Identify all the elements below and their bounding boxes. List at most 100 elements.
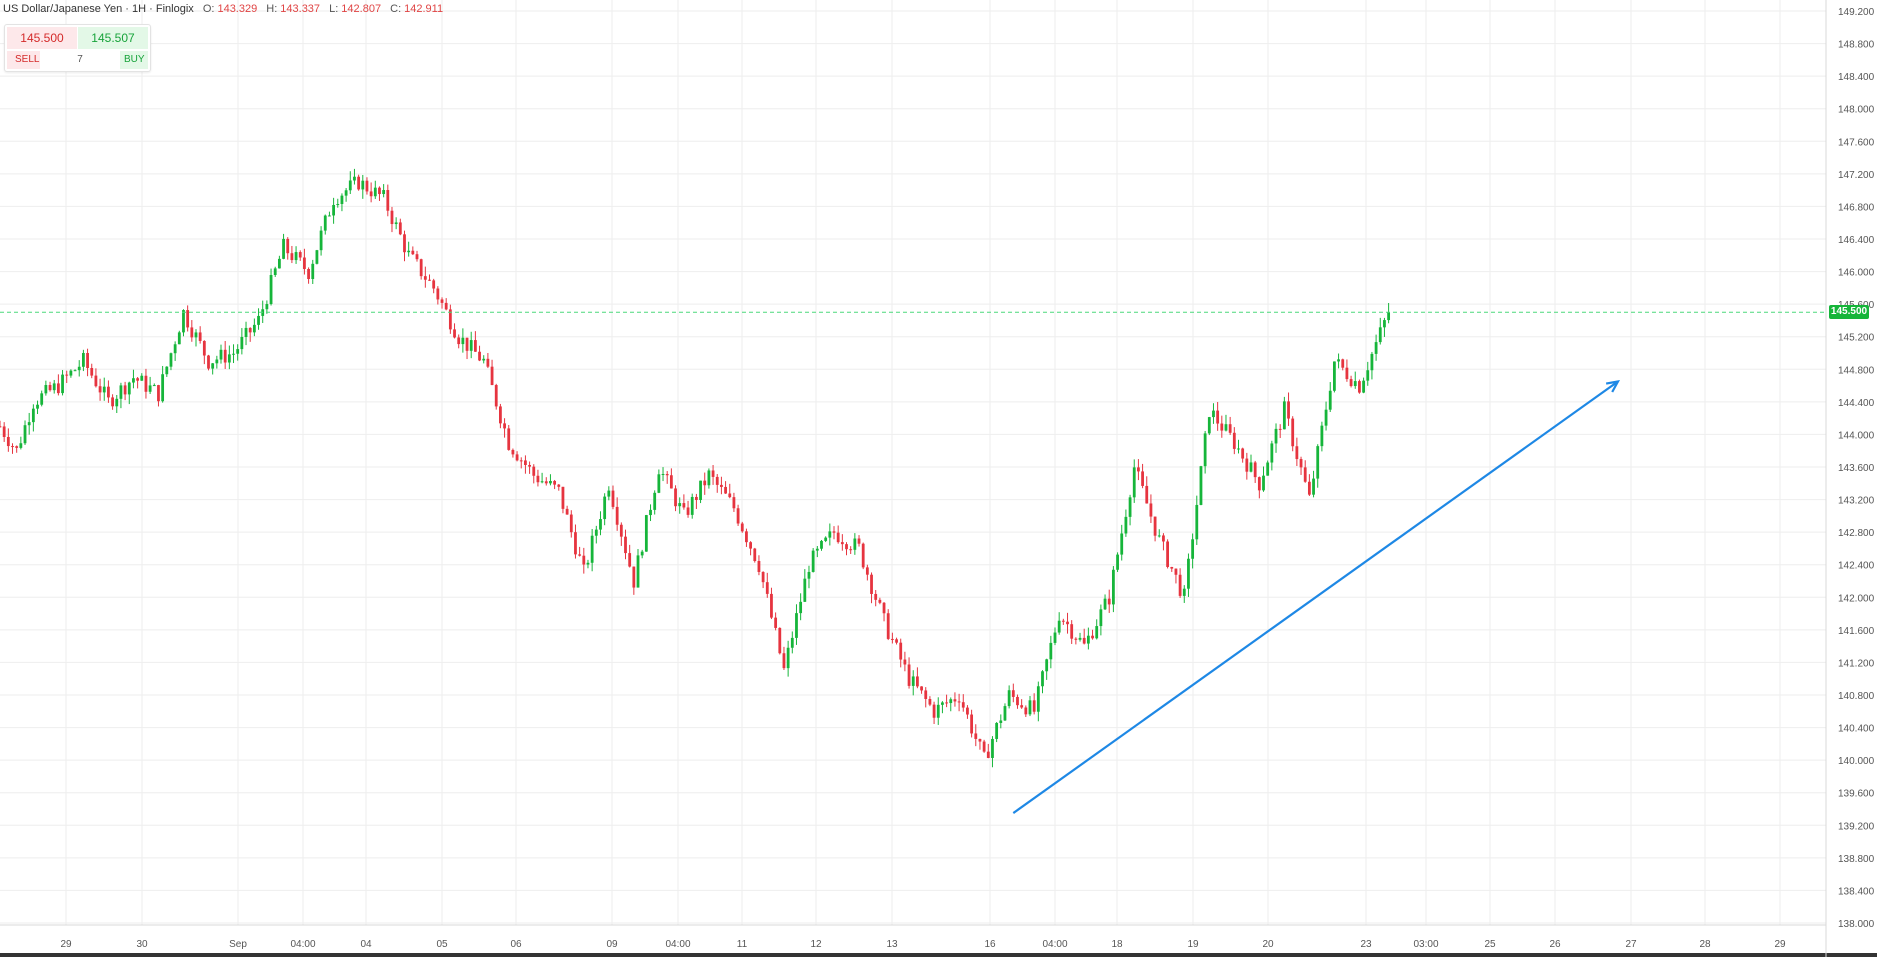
candle-up <box>140 375 144 381</box>
candle-up <box>1249 462 1253 472</box>
candle-up <box>82 352 85 367</box>
y-tick-label: 148.400 <box>1838 72 1875 83</box>
candle-down <box>286 238 290 254</box>
candle-down <box>1153 516 1157 536</box>
candle-down <box>1278 428 1282 430</box>
y-tick-label: 147.200 <box>1838 170 1875 181</box>
candle-up <box>1041 671 1044 687</box>
x-tick-label: 09 <box>606 939 618 950</box>
candle-up <box>936 704 940 718</box>
candle-up <box>482 358 486 361</box>
buy-button[interactable]: BUY <box>120 51 148 69</box>
candle-down <box>190 327 194 338</box>
x-tick-label: 04 <box>360 939 372 950</box>
buy-price-button[interactable]: 145.507 <box>78 27 148 49</box>
candle-up <box>36 404 39 409</box>
x-tick-label: 29 <box>60 939 72 950</box>
y-tick-label: 138.000 <box>1838 919 1875 930</box>
candle-down <box>694 496 698 500</box>
candle-down <box>753 548 757 562</box>
x-tick-label: 12 <box>810 939 822 950</box>
candle-down <box>615 506 619 525</box>
candle-up <box>707 470 711 486</box>
candle-down <box>611 490 615 507</box>
candle-down <box>682 503 686 508</box>
candle-down <box>490 366 494 386</box>
candle-up <box>194 332 198 338</box>
y-tick-label: 143.200 <box>1838 496 1875 507</box>
x-tick-label: 26 <box>1549 939 1561 950</box>
candle-up <box>949 699 953 704</box>
candle-up <box>44 385 48 394</box>
candle-down <box>390 210 394 225</box>
y-tick-label: 149.200 <box>1838 7 1875 18</box>
candle-up <box>1274 428 1278 444</box>
candle-up <box>244 327 248 337</box>
x-tick-label: 28 <box>1699 939 1711 950</box>
candle-down <box>0 426 2 428</box>
candle-up <box>607 490 611 497</box>
y-tick-label: 144.000 <box>1838 430 1875 441</box>
x-tick-label: 30 <box>136 939 148 950</box>
candle-down <box>444 302 448 310</box>
x-tick-label: 04:00 <box>1042 939 1067 950</box>
candle-down <box>957 701 961 703</box>
candle-down <box>1070 624 1074 639</box>
candle-down <box>574 532 577 555</box>
candle-up <box>344 190 348 196</box>
candle-up <box>1320 425 1324 447</box>
candle-down <box>1020 705 1024 708</box>
candle-up <box>1116 554 1119 570</box>
candle-down <box>1287 401 1290 419</box>
sell-price-button[interactable]: 145.500 <box>7 27 77 49</box>
candle-up <box>941 702 944 705</box>
candle-down <box>745 531 748 543</box>
y-axis: 138.000 138.400 138.800 139.200 139.600 140.0… <box>1825 0 1875 957</box>
candle-up <box>353 176 356 181</box>
y-tick-label: 148.000 <box>1838 105 1875 116</box>
candle-up <box>328 215 331 217</box>
candle-down <box>198 332 202 341</box>
candle-down <box>386 190 390 211</box>
candle-up <box>115 398 119 407</box>
candle-up <box>1366 370 1370 381</box>
candle-up <box>824 537 828 541</box>
candle-up <box>803 578 807 602</box>
candle-up <box>177 332 181 345</box>
trend-line <box>1012 380 1619 814</box>
candle-up <box>265 304 269 310</box>
candle-up <box>102 386 106 393</box>
candle-up <box>1207 417 1211 434</box>
candle-up <box>699 480 702 500</box>
candle-down <box>123 385 127 395</box>
drawings <box>0 311 1826 814</box>
candle-down <box>1257 477 1261 491</box>
x-tick-label: 23 <box>1360 939 1372 950</box>
candle-down <box>298 252 302 258</box>
candle-down <box>369 191 373 197</box>
candle-up <box>1195 504 1199 540</box>
candle-down <box>674 488 677 507</box>
candle-down <box>778 627 782 654</box>
x-tick-label: 27 <box>1625 939 1637 950</box>
candle-up <box>815 548 819 551</box>
candle-down <box>924 690 928 699</box>
candle-up <box>661 474 665 476</box>
candle-down <box>1082 637 1086 644</box>
symbol-title: US Dollar/Japanese Yen · 1H · Finlogix <box>3 3 194 15</box>
candle-down <box>1299 459 1303 468</box>
candle-down <box>882 602 886 614</box>
candle-down <box>486 358 490 367</box>
candle-down <box>832 531 836 533</box>
candle-down <box>448 309 452 330</box>
sell-button[interactable]: SELL <box>7 51 40 69</box>
candle-down <box>1358 381 1361 393</box>
candle-down <box>836 532 840 543</box>
candle-down <box>515 454 519 461</box>
candle-up <box>173 344 177 354</box>
candle-up <box>1078 637 1082 640</box>
candle-down <box>774 617 778 628</box>
x-tick-label: 18 <box>1111 939 1123 950</box>
quantity-input[interactable] <box>41 51 119 69</box>
